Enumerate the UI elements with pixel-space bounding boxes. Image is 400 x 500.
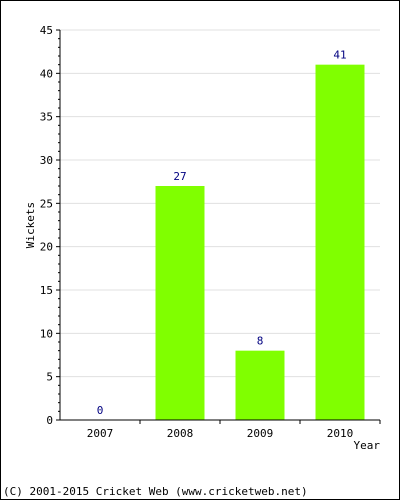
bar-2009 (235, 350, 285, 420)
y-tick-label: 15 (40, 284, 53, 297)
y-tick-label: 5 (46, 371, 53, 384)
copyright-footer: (C) 2001-2015 Cricket Web (www.cricketwe… (3, 485, 308, 498)
x-ticks: 2007 2008 2009 2010 (87, 420, 381, 440)
y-tick-label: 45 (40, 24, 53, 37)
data-labels: 0 27 8 41 (97, 49, 347, 417)
bar-2010 (315, 64, 365, 421)
x-tick-label: 2009 (247, 427, 274, 440)
data-label: 27 (173, 170, 186, 183)
data-label: 0 (97, 404, 104, 417)
bars (155, 64, 365, 421)
y-ticks: 0 5 10 15 20 25 30 35 40 45 (40, 24, 60, 427)
y-axis-title: Wickets (24, 202, 37, 248)
y-tick-label: 30 (40, 154, 53, 167)
y-tick-label: 10 (40, 327, 53, 340)
y-tick-label: 0 (46, 414, 53, 427)
x-tick-label: 2008 (167, 427, 194, 440)
y-tick-label: 25 (40, 197, 53, 210)
y-tick-label: 35 (40, 111, 53, 124)
data-label: 41 (333, 49, 346, 62)
x-axis-title: Year (354, 439, 381, 452)
bar-2008 (155, 186, 205, 420)
y-tick-label: 40 (40, 67, 53, 80)
x-tick-label: 2007 (87, 427, 114, 440)
y-tick-label: 20 (40, 241, 53, 254)
data-label: 8 (257, 335, 264, 348)
x-tick-label: 2010 (327, 427, 354, 440)
